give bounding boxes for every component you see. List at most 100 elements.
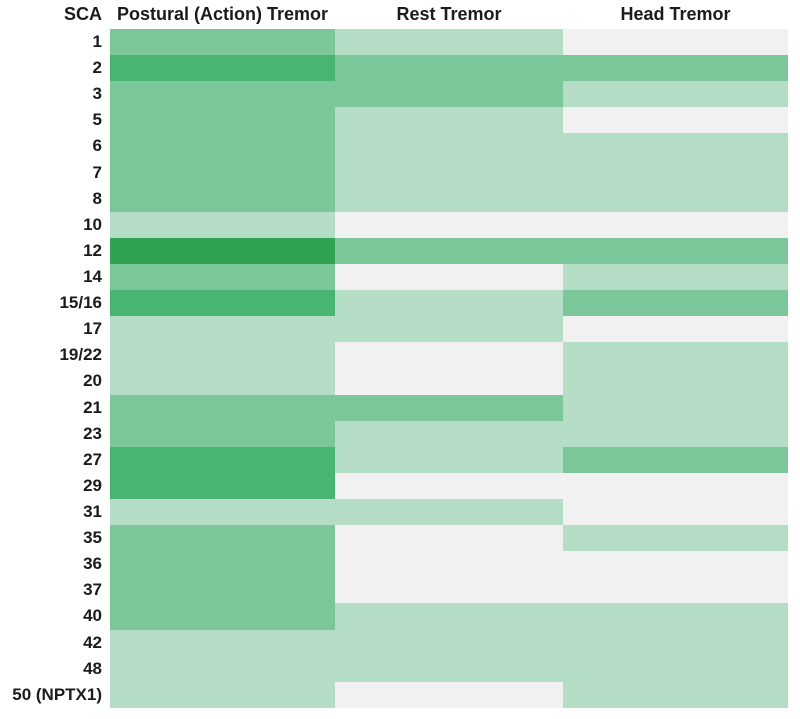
heatmap-grid: SCA Postural (Action) Tremor Rest Tremor…	[0, 0, 788, 708]
row-label-sca-12: 12	[0, 237, 110, 264]
heatmap-cell	[110, 577, 335, 604]
heatmap-cell	[335, 237, 563, 264]
heatmap-cell	[110, 342, 335, 369]
row-label-sca-5: 5	[0, 107, 110, 134]
heatmap-cell	[563, 394, 788, 421]
heatmap-cell	[563, 55, 788, 82]
heatmap-cell	[110, 368, 335, 395]
heatmap-cell	[110, 603, 335, 630]
heatmap-cell	[335, 394, 563, 421]
heatmap-cell	[110, 498, 335, 526]
heatmap-cell	[563, 472, 788, 499]
row-label-sca-35: 35	[0, 525, 110, 552]
heatmap-cell	[110, 655, 335, 682]
row-label-sca-48: 48	[0, 655, 110, 682]
column-header-postural-tremor: Postural (Action) Tremor	[110, 0, 335, 29]
heatmap-cell	[563, 316, 788, 343]
heatmap-cell	[563, 629, 788, 656]
heatmap-cell	[110, 420, 335, 447]
heatmap-cell	[335, 577, 563, 604]
heatmap-cell	[110, 316, 335, 343]
heatmap-cell	[335, 525, 563, 552]
heatmap-cell	[110, 681, 335, 708]
heatmap-cell	[110, 472, 335, 499]
heatmap-cell	[335, 655, 563, 682]
heatmap-cell	[110, 290, 335, 317]
heatmap-cell	[563, 237, 788, 264]
heatmap-cell	[335, 159, 563, 186]
heatmap-cell	[110, 394, 335, 421]
heatmap-cell	[563, 498, 788, 526]
row-label-sca-31: 31	[0, 498, 110, 526]
heatmap-cell	[563, 342, 788, 369]
heatmap-cell	[335, 342, 563, 369]
heatmap-cell	[110, 159, 335, 186]
heatmap-cell	[563, 681, 788, 708]
heatmap-cell	[110, 55, 335, 82]
heatmap-cell	[563, 159, 788, 186]
row-label-sca-50-nptx1-: 50 (NPTX1)	[0, 681, 110, 708]
row-label-sca-23: 23	[0, 420, 110, 447]
row-label-sca-3: 3	[0, 81, 110, 108]
heatmap-cell	[563, 29, 788, 56]
heatmap-cell	[110, 185, 335, 212]
row-label-sca-2: 2	[0, 55, 110, 82]
row-label-sca-20: 20	[0, 368, 110, 395]
heatmap-cell	[335, 316, 563, 343]
row-label-sca-10: 10	[0, 211, 110, 238]
heatmap-cell	[110, 551, 335, 578]
heatmap-cell	[563, 525, 788, 552]
heatmap-cell	[563, 446, 788, 473]
heatmap-cell	[563, 211, 788, 238]
row-label-sca-19-22: 19/22	[0, 342, 110, 369]
heatmap-cell	[335, 133, 563, 160]
heatmap-cell	[563, 551, 788, 578]
heatmap-cell	[110, 237, 335, 264]
heatmap-cell	[335, 29, 563, 56]
heatmap-cell	[335, 498, 563, 526]
heatmap-cell	[110, 81, 335, 108]
row-label-sca-40: 40	[0, 603, 110, 630]
row-label-sca-17: 17	[0, 316, 110, 343]
row-label-sca-21: 21	[0, 394, 110, 421]
row-label-sca-6: 6	[0, 133, 110, 160]
row-label-sca-14: 14	[0, 263, 110, 291]
heatmap-cell	[563, 185, 788, 212]
heatmap-cell	[110, 107, 335, 134]
heatmap-cell	[335, 551, 563, 578]
row-label-sca-27: 27	[0, 446, 110, 473]
column-header-head-tremor: Head Tremor	[563, 0, 788, 29]
row-label-header: SCA	[0, 0, 110, 29]
heatmap-cell	[563, 263, 788, 291]
heatmap-cell	[335, 446, 563, 473]
heatmap-cell	[110, 29, 335, 56]
heatmap-cell	[110, 446, 335, 473]
heatmap-cell	[563, 133, 788, 160]
heatmap-cell	[335, 472, 563, 499]
heatmap-cell	[335, 55, 563, 82]
heatmap-cell	[563, 107, 788, 134]
heatmap-cell	[335, 290, 563, 317]
heatmap-cell	[335, 368, 563, 395]
heatmap-cell	[563, 368, 788, 395]
row-label-sca-1: 1	[0, 29, 110, 56]
row-label-sca-7: 7	[0, 159, 110, 186]
heatmap-cell	[563, 81, 788, 108]
heatmap-cell	[335, 681, 563, 708]
heatmap-cell	[335, 185, 563, 212]
heatmap-cell	[110, 263, 335, 291]
heatmap-cell	[563, 290, 788, 317]
row-label-sca-29: 29	[0, 472, 110, 499]
row-label-sca-8: 8	[0, 185, 110, 212]
heatmap-cell	[563, 655, 788, 682]
heatmap-cell	[563, 420, 788, 447]
heatmap-cell	[335, 107, 563, 134]
heatmap-cell	[563, 603, 788, 630]
row-label-sca-15-16: 15/16	[0, 290, 110, 317]
row-label-sca-37: 37	[0, 577, 110, 604]
heatmap-cell	[110, 133, 335, 160]
row-label-sca-42: 42	[0, 629, 110, 656]
heatmap-cell	[335, 211, 563, 238]
heatmap-cell	[335, 629, 563, 656]
